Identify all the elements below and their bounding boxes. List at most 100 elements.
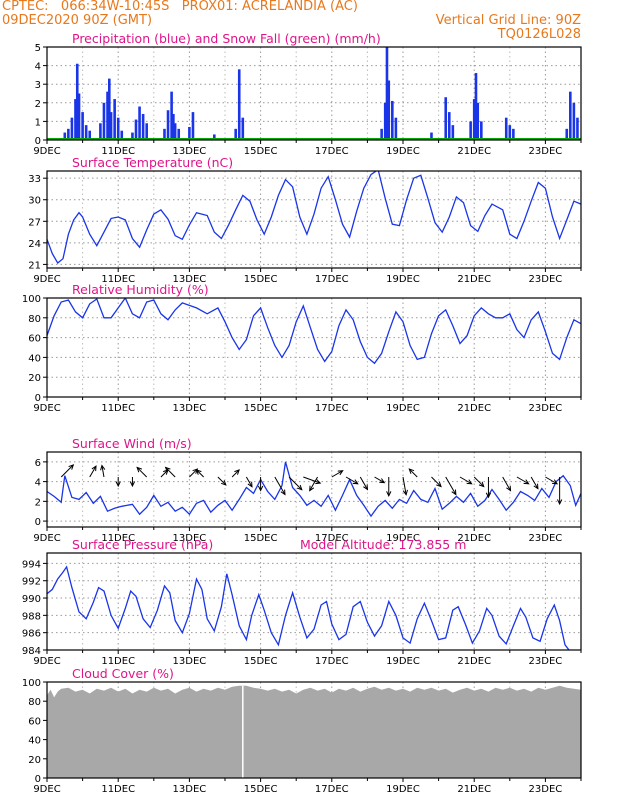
precip-bar-12	[108, 78, 111, 140]
xtick-label-1-3: 15DEC	[244, 274, 278, 285]
wind-arrow-10	[217, 476, 227, 486]
xtick-label-4-1: 11DEC	[101, 656, 135, 667]
xtick-label-5-2: 13DEC	[173, 784, 207, 795]
precip-bar-46	[474, 73, 478, 140]
wind-arrow-head-26	[451, 489, 457, 496]
xtick-label-2-2: 13DEC	[173, 403, 207, 414]
ytick-label-1-0: 21	[28, 260, 41, 271]
wind-arrow-28	[473, 476, 485, 487]
precip-bar-0	[63, 132, 67, 140]
ytick-label-0-5: 5	[35, 43, 41, 54]
station-info: CPTEC: 066:34W-10:45S PROX01: ACRELANDIA…	[2, 0, 358, 14]
xtick-label-4-6: 21DEC	[457, 656, 491, 667]
xtick-label-1-5: 19DEC	[386, 274, 420, 285]
wind-arrow-head-14	[280, 489, 286, 496]
precip-bar-23	[166, 110, 170, 140]
cloud-cover-area	[47, 685, 581, 778]
ytick-label-0-4: 4	[35, 62, 41, 73]
precip-bar-53	[569, 91, 572, 140]
panel-frame-4	[46, 552, 582, 651]
wind-arrow-head-15	[296, 484, 303, 491]
precip-bar-25	[172, 113, 175, 140]
series-line-1	[47, 171, 581, 264]
precip-bar-10	[102, 102, 106, 140]
xtick-label-5-0: 9DEC	[33, 784, 60, 795]
wind-arrow-26	[445, 476, 457, 495]
xtick-label-0-2: 13DEC	[173, 146, 207, 157]
wind-arrow-head-27	[466, 479, 473, 485]
ytick-label-3-1: 2	[35, 497, 41, 508]
wind-arrow-head-24	[408, 468, 415, 474]
ytick-label-4-1: 986	[22, 629, 41, 640]
precip-bar-29	[191, 112, 195, 140]
ytick-label-3-0: 0	[35, 517, 41, 528]
panel-title-3: Surface Wind (m/s)	[72, 436, 192, 451]
precip-bar-16	[120, 130, 124, 140]
xtick-label-0-5: 19DEC	[386, 146, 420, 157]
xtick-label-3-6: 21DEC	[457, 533, 491, 544]
ytick-label-5-2: 40	[28, 736, 41, 747]
wind-arrow-21	[374, 476, 385, 484]
wind-arrow-2	[101, 465, 105, 478]
ytick-label-3-3: 6	[35, 458, 41, 469]
xtick-label-1-7: 23DEC	[529, 274, 563, 285]
precip-bar-40	[430, 132, 433, 140]
xtick-label-1-2: 13DEC	[173, 274, 207, 285]
ytick-label-0-3: 3	[35, 80, 41, 91]
wind-arrow-head-34	[557, 499, 563, 506]
xtick-label-0-6: 21DEC	[457, 146, 491, 157]
wind-arrow-15	[288, 476, 303, 491]
xtick-label-5-7: 23DEC	[529, 784, 563, 795]
wind-arrow-17	[309, 476, 318, 491]
precip-bar-6	[81, 112, 84, 140]
wind-arrow-32	[530, 476, 539, 489]
precip-bar-17	[131, 132, 134, 140]
ytick-label-4-4: 992	[22, 577, 41, 588]
precip-bar-19	[138, 106, 141, 140]
ytick-label-0-0: 0	[35, 136, 41, 147]
panel-annotation-4: Model Altitude: 173.855 m	[300, 537, 466, 552]
wind-arrow-head-13	[257, 485, 264, 492]
wind-arrow-31	[516, 476, 529, 485]
run-date: 09DEC2020 90Z (GMT)	[2, 13, 153, 28]
wind-arrow-head-9	[195, 469, 202, 475]
wind-arrow-head-33	[552, 479, 559, 485]
wind-arrow-head-19	[352, 479, 359, 485]
precip-bar-1	[67, 128, 70, 140]
precip-bar-41	[444, 97, 448, 140]
ytick-label-5-1: 20	[28, 755, 41, 766]
xtick-label-1-4: 17DEC	[315, 274, 349, 285]
xtick-label-3-5: 19DEC	[386, 533, 420, 544]
xtick-label-3-0: 9DEC	[33, 533, 60, 544]
xtick-label-0-1: 11DEC	[101, 146, 135, 157]
precip-bar-49	[504, 117, 508, 140]
xtick-label-3-4: 17DEC	[315, 533, 349, 544]
ytick-label-3-2: 4	[35, 478, 41, 489]
xtick-label-1-1: 11DEC	[101, 274, 135, 285]
wind-arrow-head-12	[247, 481, 253, 488]
panel-title-2: Relative Humidity (%)	[72, 282, 209, 297]
wind-arrow-head-10	[220, 480, 227, 486]
xtick-label-4-7: 23DEC	[529, 656, 563, 667]
precip-bar-27	[177, 128, 181, 140]
xtick-label-0-7: 23DEC	[529, 146, 563, 157]
precip-bar-47	[476, 102, 480, 140]
wind-arrow-head-11	[234, 469, 240, 475]
wind-arrow-9	[196, 469, 204, 478]
wind-arrow-27	[459, 476, 472, 485]
precip-bar-26	[173, 123, 177, 140]
precip-bar-43	[451, 125, 455, 140]
wind-arrow-12	[245, 476, 253, 487]
precip-bar-13	[109, 112, 113, 140]
ytick-label-2-3: 60	[28, 334, 41, 345]
precip-bar-33	[241, 117, 245, 140]
precip-bar-2	[70, 117, 74, 140]
panel-title-4: Surface Pressure (hPa)	[72, 537, 213, 552]
ytick-label-1-3: 30	[28, 196, 41, 207]
precip-bar-15	[116, 117, 120, 140]
ytick-label-1-2: 27	[28, 217, 41, 228]
xtick-label-1-0: 9DEC	[33, 274, 60, 285]
precip-bar-31	[234, 128, 237, 140]
wind-arrow-head-21	[379, 478, 386, 484]
precip-bar-34	[380, 128, 383, 140]
